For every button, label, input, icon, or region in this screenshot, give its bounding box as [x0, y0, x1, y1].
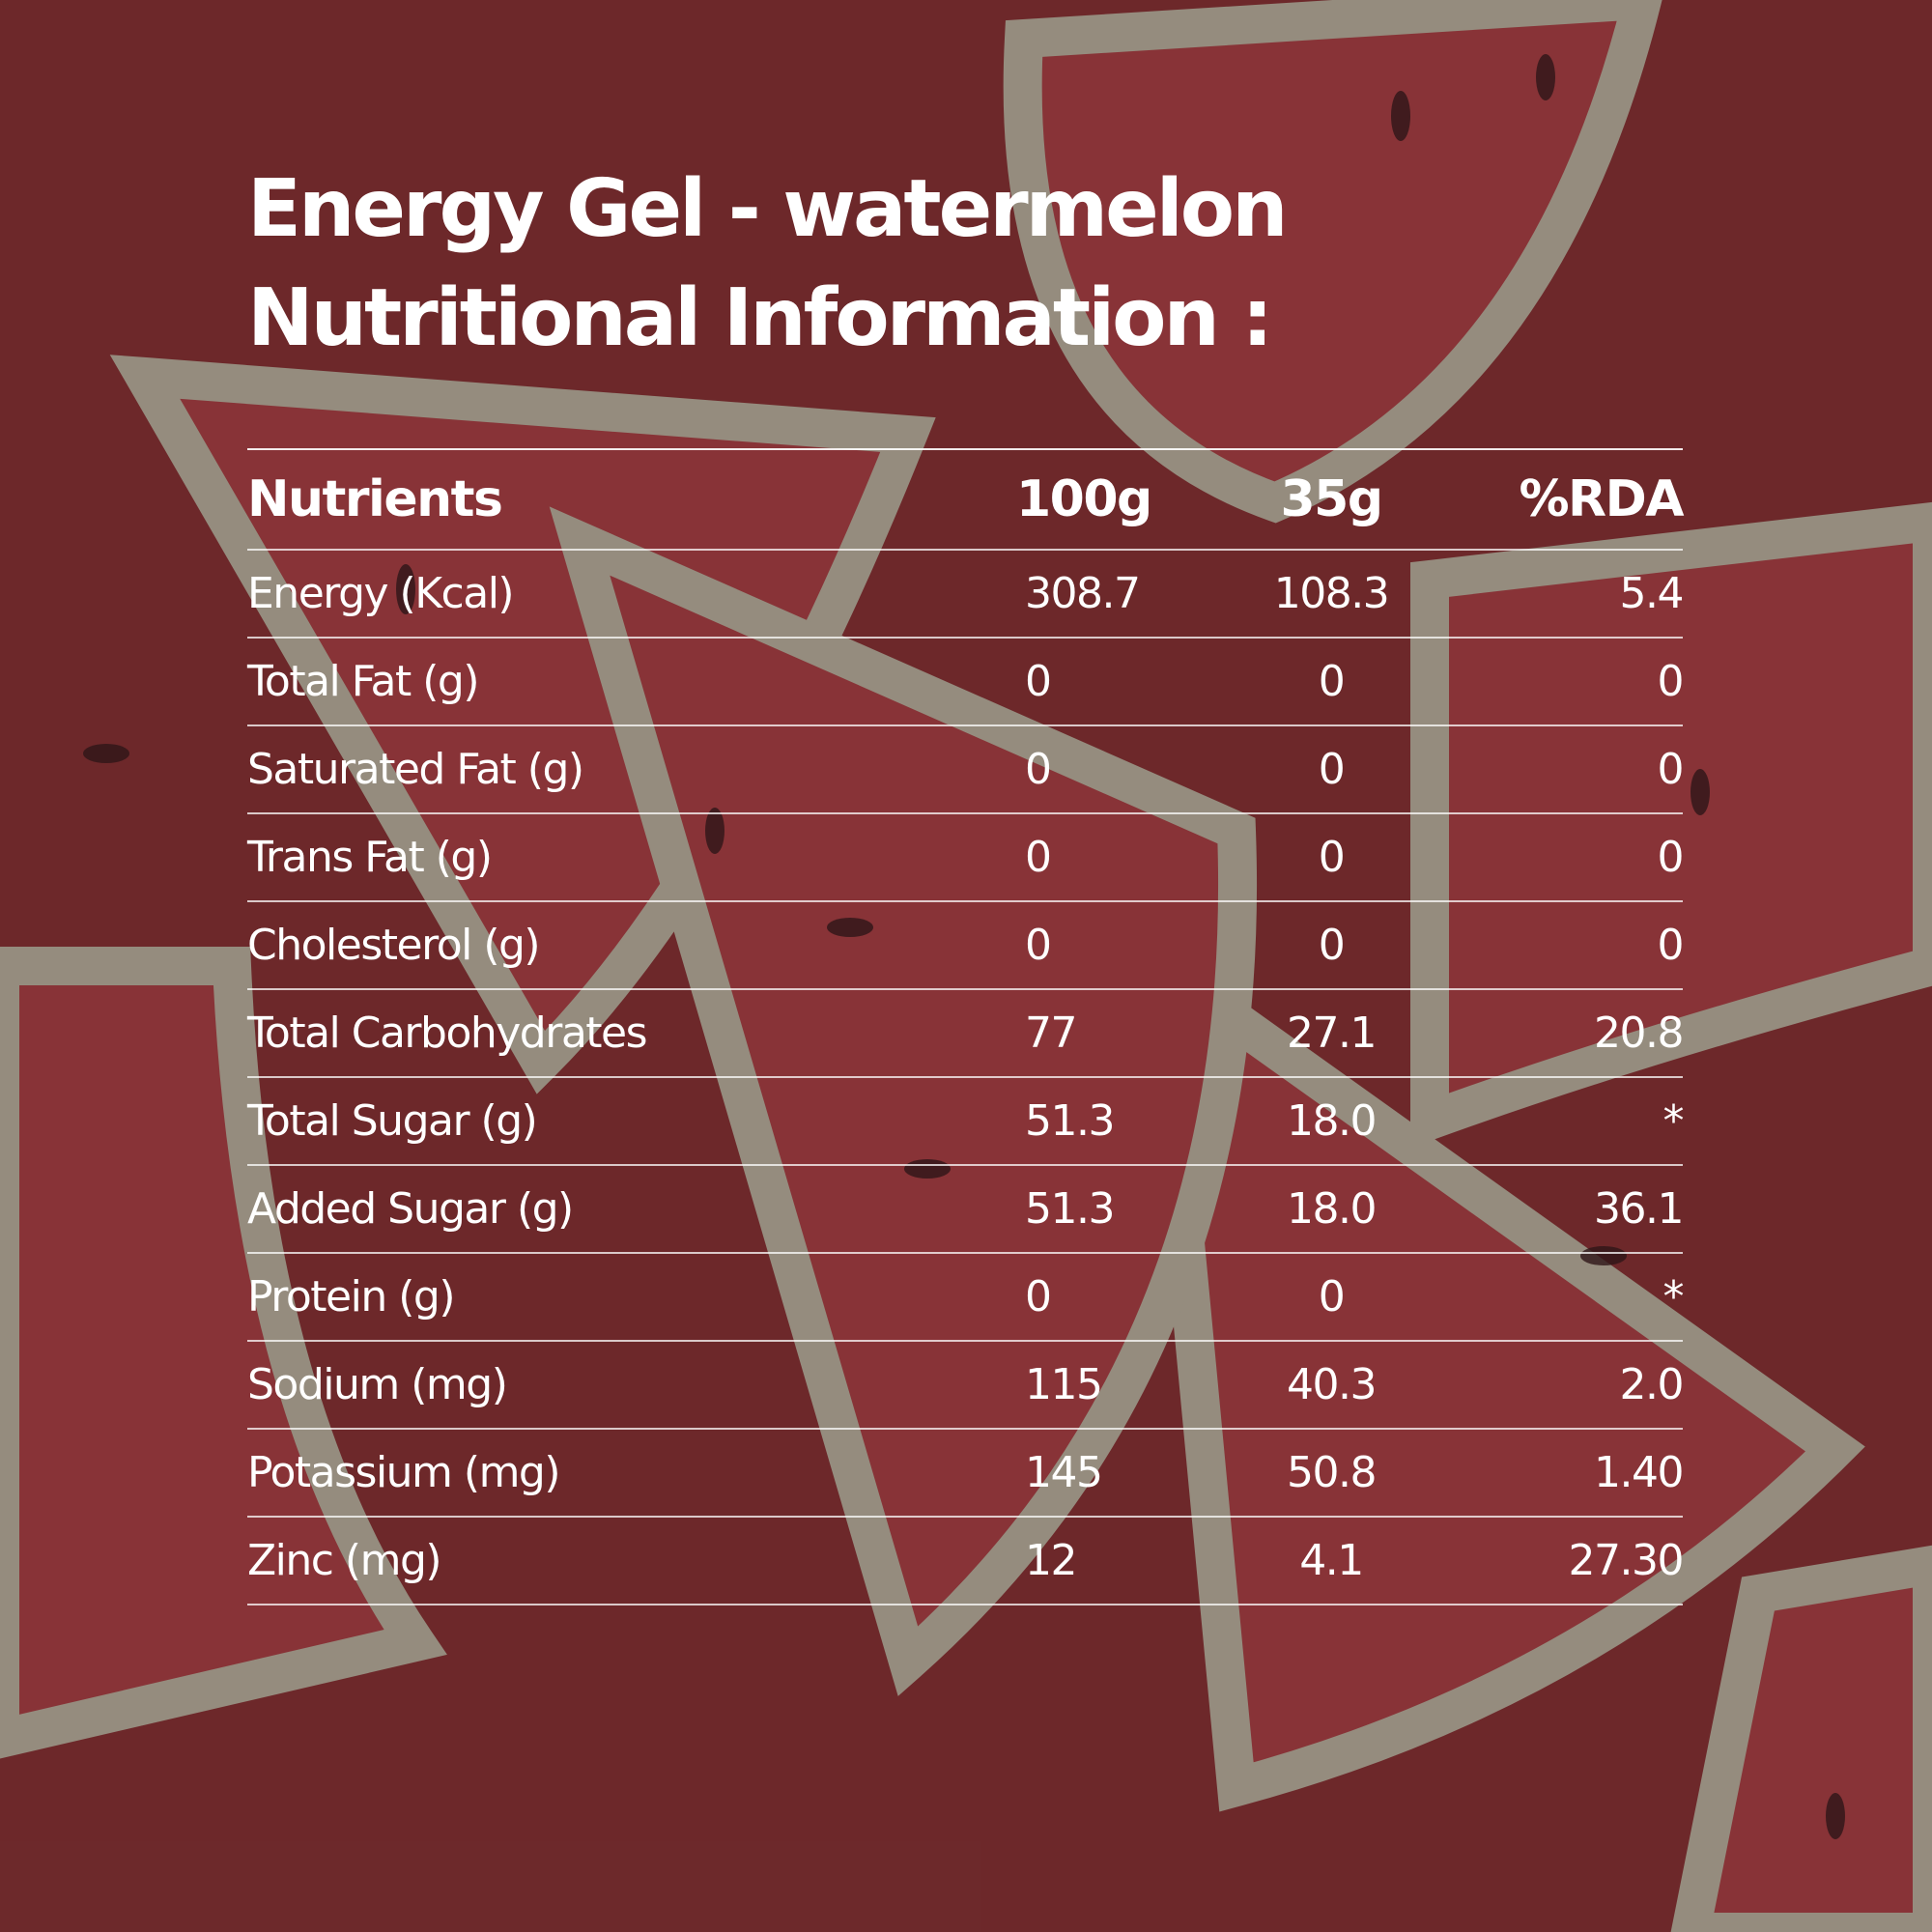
- nutrition-table: Nutrients 100g 35g %RDA Energy (Kcal) 308.7 10…: [247, 448, 1685, 1605]
- value-cell: 77: [1025, 1009, 1078, 1058]
- table-row: Total Fat (g) 0 0 0: [247, 639, 1685, 726]
- value-cell: 115: [1025, 1360, 1103, 1409]
- value-cell: 0: [1025, 745, 1052, 794]
- value-cell: 12: [1025, 1536, 1078, 1585]
- title-line: Energy Gel - watermelon: [247, 163, 1289, 255]
- value-cell: 40.3: [1287, 1360, 1377, 1409]
- table-row: Cholesterol (g) 0 0 0: [247, 902, 1685, 990]
- table-row: Added Sugar (g) 51.3 18.0 36.1: [247, 1166, 1684, 1254]
- nutrient-name: Protein (g): [247, 1272, 455, 1321]
- value-cell: 0: [1657, 745, 1685, 794]
- nutrient-name: Cholesterol (g): [247, 921, 541, 970]
- value-cell: 0: [1318, 833, 1346, 882]
- value-cell: 51.3: [1025, 1096, 1115, 1146]
- value-cell: *: [1662, 1096, 1685, 1146]
- table-row: Energy (Kcal) 308.7 108.3 5.4: [247, 551, 1685, 639]
- value-cell: 5.4: [1619, 569, 1685, 618]
- nutrient-name: Sodium (mg): [247, 1360, 508, 1409]
- header-cell: %RDA: [1519, 470, 1684, 528]
- value-cell: 51.3: [1025, 1184, 1115, 1234]
- value-cell: 4.1: [1299, 1536, 1364, 1585]
- nutrient-name: Zinc (mg): [247, 1536, 442, 1585]
- value-cell: 18.0: [1287, 1184, 1377, 1234]
- nutrient-name: Total Sugar (g): [247, 1096, 538, 1146]
- value-cell: 308.7: [1025, 569, 1141, 618]
- nutrient-name: Saturated Fat (g): [247, 745, 584, 794]
- value-cell: 27.30: [1568, 1536, 1685, 1585]
- value-cell: *: [1662, 1272, 1685, 1321]
- title: Energy Gel - watermelon Nutritional Info…: [247, 155, 1289, 373]
- title-line: Nutritional Information :: [247, 272, 1273, 364]
- value-cell: 2.0: [1619, 1360, 1685, 1409]
- table-row: Protein (g) 0 0 *: [247, 1254, 1685, 1342]
- value-cell: 0: [1025, 657, 1052, 706]
- value-cell: 27.1: [1287, 1009, 1377, 1058]
- header-cell: 100g: [1016, 470, 1152, 528]
- value-cell: 20.8: [1594, 1009, 1684, 1058]
- value-cell: 50.8: [1287, 1448, 1377, 1497]
- nutrient-name: Trans Fat (g): [247, 833, 493, 882]
- value-cell: 0: [1657, 921, 1685, 970]
- table-row: Total Sugar (g) 51.3 18.0 *: [247, 1078, 1685, 1166]
- table-row: Sodium (mg) 115 40.3 2.0: [247, 1342, 1685, 1430]
- value-cell: 0: [1025, 1272, 1052, 1321]
- value-cell: 145: [1025, 1448, 1103, 1497]
- value-cell: 0: [1657, 833, 1685, 882]
- value-cell: 0: [1318, 657, 1346, 706]
- nutrient-name: Total Fat (g): [247, 657, 479, 706]
- nutrient-name: Added Sugar (g): [247, 1184, 574, 1234]
- table-row: Zinc (mg) 12 4.1 27.30: [247, 1518, 1685, 1605]
- value-cell: 0: [1318, 1272, 1346, 1321]
- value-cell: 18.0: [1287, 1096, 1377, 1146]
- table-row: Total Carbohydrates 77 27.1 20.8: [247, 990, 1684, 1078]
- header-cell: 35g: [1280, 470, 1383, 528]
- value-cell: 0: [1025, 833, 1052, 882]
- value-cell: 1.40: [1594, 1448, 1684, 1497]
- table-header: Nutrients 100g 35g %RDA: [247, 450, 1684, 551]
- table-row: Saturated Fat (g) 0 0 0: [247, 726, 1685, 814]
- table-row: Trans Fat (g) 0 0 0: [247, 814, 1685, 902]
- value-cell: 0: [1318, 745, 1346, 794]
- nutrient-name: Energy (Kcal): [247, 569, 515, 618]
- nutrient-name: Potassium (mg): [247, 1448, 561, 1497]
- nutrient-name: Total Carbohydrates: [247, 1009, 648, 1058]
- header-cell: Nutrients: [247, 470, 503, 528]
- value-cell: 0: [1025, 921, 1052, 970]
- value-cell: 108.3: [1273, 569, 1390, 618]
- value-cell: 0: [1657, 657, 1685, 706]
- value-cell: 36.1: [1594, 1184, 1684, 1234]
- table-row: Potassium (mg) 145 50.8 1.40: [247, 1430, 1684, 1518]
- value-cell: 0: [1318, 921, 1346, 970]
